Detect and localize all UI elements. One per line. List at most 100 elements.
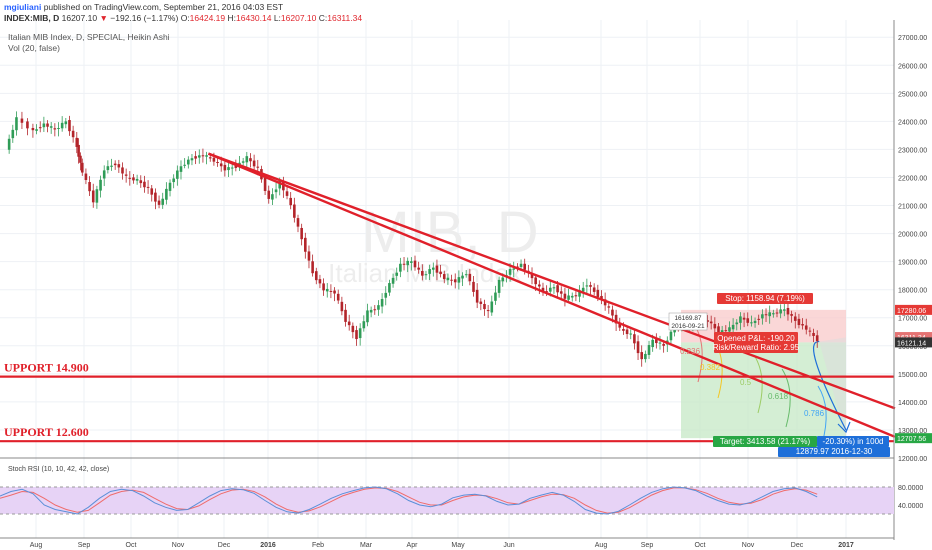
candle-body xyxy=(464,274,468,276)
candle-body xyxy=(501,277,505,282)
candle-body xyxy=(779,309,782,314)
last-price: 16207.10 xyxy=(61,13,98,23)
candle-body xyxy=(11,129,15,139)
candle-body xyxy=(274,189,278,193)
candle-body xyxy=(442,274,446,280)
candle-body xyxy=(135,178,139,181)
osc-tick-label: 40.0000 xyxy=(898,503,923,510)
y-tick-label: 27000.00 xyxy=(898,35,927,42)
candle-body xyxy=(336,293,340,301)
candle-body xyxy=(80,162,84,173)
candle-body xyxy=(753,320,757,324)
x-tick-label: Aug xyxy=(30,542,43,549)
candle-body xyxy=(117,164,121,168)
candle-body xyxy=(347,321,351,326)
axes: 27000.00 26000.00 25000.00 24000.00 23000.00… xyxy=(0,20,932,549)
projection-date: 12879.97 2016-12-30 xyxy=(796,447,873,456)
price-badge xyxy=(895,304,932,315)
candle-body xyxy=(245,156,249,163)
candle-body xyxy=(633,334,636,344)
candle-body xyxy=(99,179,102,191)
candle-body xyxy=(746,318,750,323)
candle-body xyxy=(709,321,713,324)
candle-body xyxy=(102,170,106,179)
candle-body xyxy=(625,329,629,335)
candle-body xyxy=(355,330,358,340)
author-link[interactable]: mgiuliani xyxy=(4,2,42,12)
candle-body xyxy=(230,167,234,169)
stop-label: Stop: 1158.94 (7.19%) xyxy=(725,294,805,303)
candle-body xyxy=(424,274,428,276)
candle-body xyxy=(530,274,534,279)
candle-body xyxy=(815,335,819,341)
x-tick-label: Nov xyxy=(742,542,755,549)
candle-body xyxy=(60,122,64,129)
candle-body xyxy=(662,343,665,346)
candle-body xyxy=(655,339,658,344)
candle-body xyxy=(132,177,135,181)
candle-body xyxy=(311,261,314,274)
candle-body xyxy=(775,312,779,314)
candle-body xyxy=(600,295,603,300)
x-tick-label: Nov xyxy=(172,542,185,549)
y-tick-label: 20000.00 xyxy=(898,232,927,239)
stoch-rsi-pane: Stoch RSI (10, 10, 42, 42, close) 80.0000… xyxy=(0,466,923,515)
candle-body xyxy=(216,161,219,163)
candle-body xyxy=(651,339,654,348)
candle-body xyxy=(318,279,322,284)
price-badge-label: 16121.14 xyxy=(897,340,926,347)
candle-body xyxy=(446,277,450,281)
x-tick-label: May xyxy=(451,542,465,549)
y-tick-label: 23000.00 xyxy=(898,147,927,154)
candle-body xyxy=(249,158,252,162)
entry-value: 16169.87 xyxy=(674,315,701,322)
candle-body xyxy=(150,188,154,195)
candle-body xyxy=(768,312,771,317)
y-tick-label: 22000.00 xyxy=(898,175,927,182)
stop-label-box xyxy=(717,293,813,304)
position-labels: 0.236 0.382 0.5 0.618 0.786 UPPORT 14.900 UPPO… xyxy=(4,293,890,457)
candle-body xyxy=(402,263,406,265)
candle-body xyxy=(395,272,399,276)
candle-body xyxy=(567,295,570,300)
y-tick-label: 21000.00 xyxy=(898,204,927,211)
candle-body xyxy=(472,281,475,292)
candle-body xyxy=(804,325,808,330)
candle-body xyxy=(757,318,761,320)
candle-body xyxy=(183,164,186,166)
open-value: 16424.19 xyxy=(189,13,226,23)
candle-body xyxy=(494,292,497,301)
candle-body xyxy=(285,191,289,196)
candle-body xyxy=(545,291,548,293)
y-tick-label: 17000.00 xyxy=(898,316,927,323)
candle-body xyxy=(124,174,128,176)
candle-body xyxy=(57,127,60,129)
publish-line: mgiuliani published on TradingView.com, … xyxy=(4,2,283,12)
candle-body xyxy=(713,323,717,329)
candle-body xyxy=(362,321,366,329)
support-label: UPPORT 14.900 xyxy=(4,361,89,375)
price-badge xyxy=(895,433,932,444)
candle-body xyxy=(728,327,731,332)
candle-body xyxy=(556,285,559,293)
candle-body xyxy=(435,265,439,273)
candle-body xyxy=(358,328,362,339)
candle-body xyxy=(15,117,18,131)
candle-body xyxy=(483,303,486,310)
candle-body xyxy=(589,285,592,287)
candle-body xyxy=(110,165,113,167)
candle-body xyxy=(797,318,801,326)
candle-body xyxy=(344,309,347,322)
candle-body xyxy=(581,287,585,292)
candle-body xyxy=(508,269,512,275)
candle-body xyxy=(622,328,625,331)
candle-body xyxy=(534,277,537,285)
candle-body xyxy=(293,204,296,218)
candle-body xyxy=(764,314,768,316)
candle-body xyxy=(263,178,267,191)
candle-body xyxy=(750,322,753,324)
price-badge-label: 17280.06 xyxy=(897,308,926,315)
candle-body xyxy=(46,123,49,127)
stoch-k-line xyxy=(0,486,818,515)
